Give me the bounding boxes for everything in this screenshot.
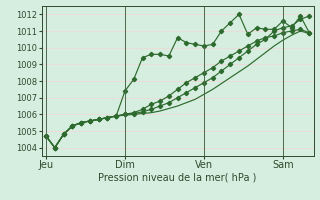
X-axis label: Pression niveau de la mer( hPa ): Pression niveau de la mer( hPa ) bbox=[99, 173, 257, 183]
